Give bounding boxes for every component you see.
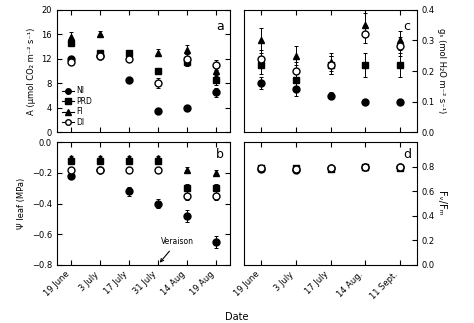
Legend: NI, PRD, FI, DI: NI, PRD, FI, DI	[61, 85, 93, 129]
Text: Date: Date	[225, 312, 249, 322]
Y-axis label: gₛ (mol H₂O m⁻² s⁻¹): gₛ (mol H₂O m⁻² s⁻¹)	[438, 28, 447, 114]
Text: d: d	[403, 148, 411, 161]
Y-axis label: Ψ leaf (MPa): Ψ leaf (MPa)	[17, 178, 26, 229]
Text: c: c	[403, 19, 410, 33]
Text: Veraison: Veraison	[161, 237, 194, 262]
Text: a: a	[216, 19, 224, 33]
Y-axis label: Fᵥ/Fₘ: Fᵥ/Fₘ	[437, 191, 447, 216]
Text: b: b	[216, 148, 224, 161]
Y-axis label: A (μmol CO₂ m⁻² s⁻¹): A (μmol CO₂ m⁻² s⁻¹)	[27, 27, 36, 115]
